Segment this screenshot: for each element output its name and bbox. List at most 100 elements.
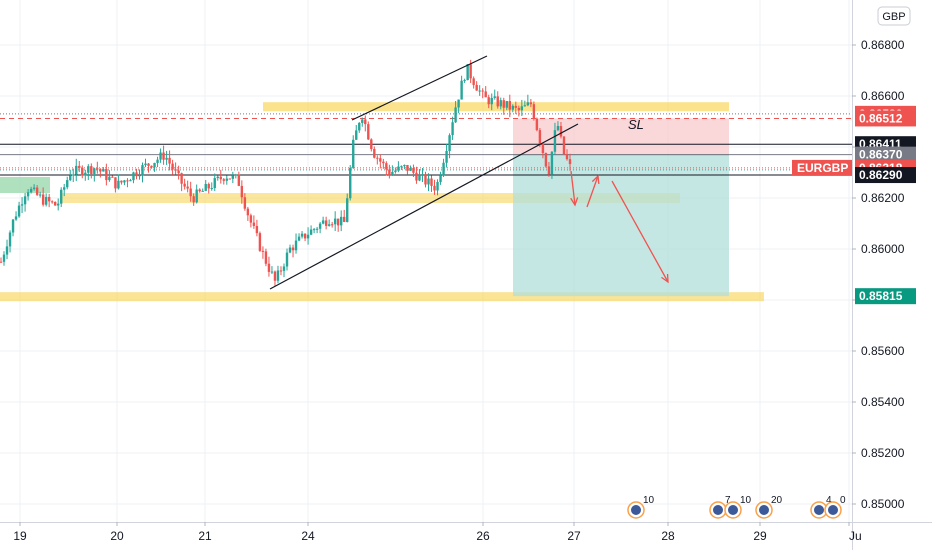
candle-body bbox=[66, 180, 69, 188]
candle-body bbox=[445, 150, 448, 163]
candle-body bbox=[156, 159, 159, 163]
candle-body bbox=[213, 178, 216, 189]
candle-body bbox=[364, 119, 367, 125]
event-icon[interactable]: 0 bbox=[824, 495, 846, 519]
price-tag[interactable] bbox=[855, 167, 916, 184]
event-icon[interactable]: 7 bbox=[709, 495, 731, 519]
candle-body bbox=[493, 96, 496, 98]
candle-body bbox=[514, 105, 518, 108]
event-icon[interactable]: 20 bbox=[755, 495, 783, 519]
candle-body bbox=[246, 208, 250, 216]
candle-body bbox=[204, 183, 207, 191]
candle-body bbox=[394, 170, 397, 172]
candle-body bbox=[327, 224, 331, 226]
time-tick-label: 27 bbox=[567, 529, 581, 543]
price-axis[interactable]: 0.868000.866000.864000.862000.860000.858… bbox=[792, 0, 916, 550]
forecast-arrow[interactable] bbox=[611, 180, 669, 283]
candle-body bbox=[291, 247, 295, 251]
candle-body bbox=[63, 187, 66, 190]
event-flag bbox=[713, 505, 723, 515]
candle-body bbox=[433, 185, 436, 191]
trend-drawings[interactable] bbox=[269, 55, 669, 290]
candle-body bbox=[276, 270, 280, 281]
candle-body bbox=[147, 163, 150, 166]
candle-body bbox=[288, 247, 292, 253]
economic-events[interactable]: 10 7 10 20 4 0 bbox=[627, 495, 846, 519]
candle-body bbox=[466, 64, 469, 81]
candle-body bbox=[123, 180, 126, 183]
candle-body bbox=[415, 172, 418, 181]
price-tick-label: 0.85600 bbox=[861, 344, 905, 358]
candle-body bbox=[460, 80, 463, 100]
price-tag-label: 0.86512 bbox=[859, 111, 903, 125]
event-flag bbox=[759, 505, 769, 515]
candle-body bbox=[186, 186, 189, 189]
candle-body bbox=[538, 130, 542, 144]
candle-body bbox=[14, 216, 18, 220]
candle-body bbox=[487, 97, 490, 105]
candle-body bbox=[23, 196, 27, 205]
resistance-zone bbox=[263, 102, 729, 112]
event-count: 10 bbox=[740, 495, 752, 506]
candle-body bbox=[180, 173, 183, 184]
candle-body bbox=[189, 188, 192, 197]
sl-label: SL bbox=[628, 117, 644, 132]
rising-trendline[interactable] bbox=[269, 123, 579, 290]
candle-body bbox=[129, 180, 132, 182]
time-axis[interactable]: 19 20 21 24 26 27 28 29 Ju bbox=[0, 522, 932, 543]
event-icon[interactable]: 10 bbox=[627, 495, 655, 519]
candle-body bbox=[367, 124, 370, 140]
candle-body bbox=[535, 118, 539, 131]
currency-badge[interactable]: GBP bbox=[877, 6, 911, 26]
candle-body bbox=[5, 246, 9, 255]
candle-body bbox=[38, 194, 42, 196]
candle-body bbox=[132, 172, 135, 181]
upper-channel-line[interactable] bbox=[351, 55, 488, 121]
candle-body bbox=[529, 102, 533, 105]
arrow-head bbox=[570, 197, 579, 207]
candle-body bbox=[261, 250, 265, 252]
candle-body bbox=[303, 233, 307, 239]
candle-body bbox=[231, 175, 235, 179]
candle-body bbox=[547, 166, 551, 175]
event-icon[interactable]: 10 bbox=[724, 495, 752, 519]
candle-body bbox=[150, 165, 153, 168]
candle-body bbox=[463, 80, 466, 82]
candle-body bbox=[32, 187, 36, 189]
forecast-arrow[interactable] bbox=[570, 170, 576, 206]
short-position-tool[interactable]: SL bbox=[513, 117, 729, 297]
candle-body bbox=[207, 183, 210, 189]
candle-body bbox=[234, 174, 238, 176]
candle-body bbox=[442, 162, 445, 176]
candle-body bbox=[343, 216, 346, 222]
candle-body bbox=[336, 218, 340, 226]
candle-body bbox=[370, 139, 373, 149]
price-tag[interactable] bbox=[855, 110, 916, 127]
candle-body bbox=[412, 167, 415, 173]
price-tag-label: 0.85815 bbox=[859, 289, 903, 303]
candle-body bbox=[526, 102, 530, 106]
event-flag bbox=[728, 505, 738, 515]
event-count: 10 bbox=[643, 495, 655, 506]
candle-body bbox=[99, 169, 102, 172]
event-flag bbox=[828, 505, 838, 515]
time-tick-label: 24 bbox=[301, 529, 315, 543]
candle-body bbox=[168, 157, 171, 164]
candle-body bbox=[192, 196, 195, 203]
candle-body bbox=[210, 188, 213, 190]
price-tick-label: 0.85000 bbox=[861, 497, 905, 511]
candle-body bbox=[111, 176, 114, 178]
candle-body bbox=[243, 197, 247, 209]
candle-body bbox=[53, 201, 57, 206]
candle-body bbox=[409, 167, 412, 171]
event-icon[interactable]: 4 bbox=[810, 495, 832, 519]
candle-body bbox=[0, 261, 3, 263]
price-tag[interactable] bbox=[855, 146, 916, 163]
symbol-tag[interactable] bbox=[792, 159, 852, 176]
price-tag[interactable] bbox=[855, 288, 916, 305]
price-tick-label: 0.86200 bbox=[861, 191, 905, 205]
candle-body bbox=[240, 185, 244, 198]
candle-body bbox=[255, 225, 259, 234]
forecast-arrow[interactable] bbox=[586, 175, 599, 208]
